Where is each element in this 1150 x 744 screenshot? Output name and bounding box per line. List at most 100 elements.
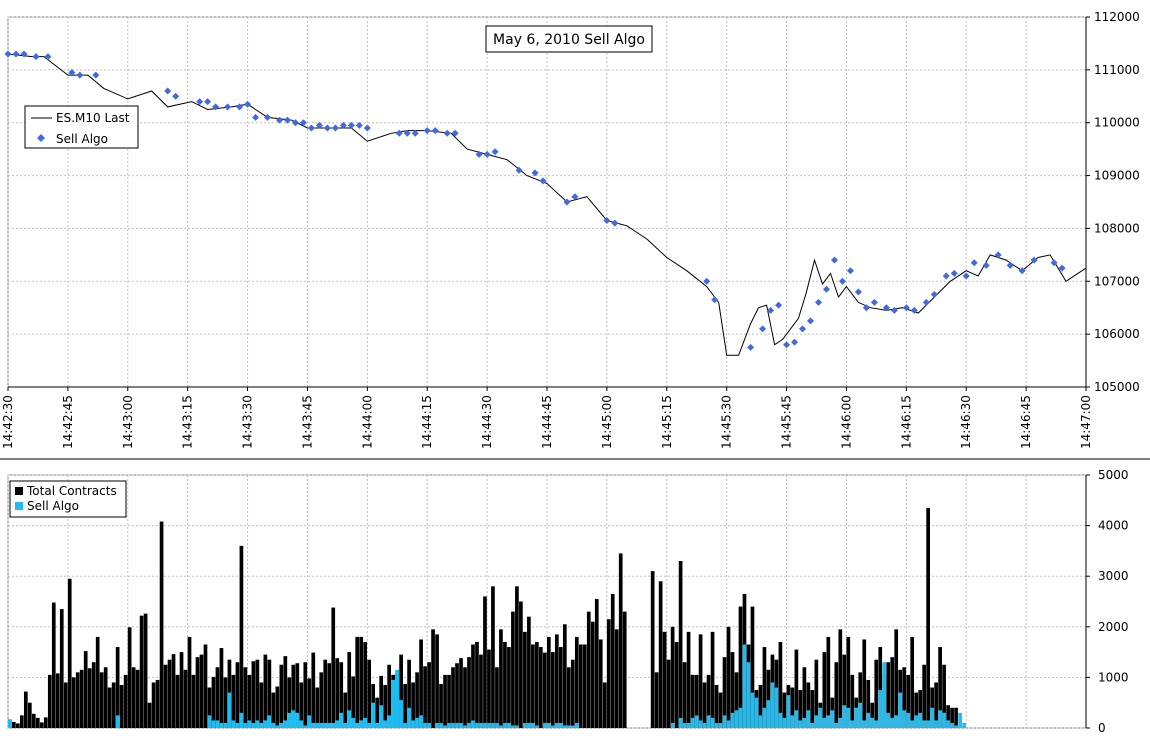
price-x-tick-label: 14:44:45 — [540, 395, 554, 449]
volume-y-tick-label: 3000 — [1098, 569, 1129, 583]
sell-algo-bar — [447, 722, 451, 728]
total-contracts-bar — [594, 598, 599, 728]
total-contracts-bar — [750, 606, 755, 728]
sell-algo-bar — [870, 717, 875, 728]
total-contracts-bar — [451, 667, 455, 728]
total-contracts-bar — [139, 615, 144, 728]
total-contracts-bar — [243, 667, 248, 728]
total-contracts-bar — [694, 674, 699, 728]
total-contracts-bar — [23, 691, 28, 728]
total-contracts-bar — [710, 631, 715, 728]
total-contracts-bar — [918, 690, 922, 728]
sell-algo-marker — [950, 269, 958, 277]
sell-algo-marker — [515, 166, 523, 174]
sell-algo-bar — [515, 725, 519, 728]
total-contracts-bar — [151, 682, 156, 728]
total-contracts-bar — [782, 692, 787, 728]
total-contracts-bar — [99, 672, 104, 728]
sell-algo-bar — [954, 725, 958, 728]
price-x-tick-label: 14:45:30 — [720, 395, 734, 449]
sell-algo-bar — [267, 715, 272, 728]
sell-algo-bar — [371, 702, 376, 728]
sell-algo-marker — [854, 288, 862, 296]
total-contracts-bar — [255, 659, 260, 728]
sell-algo-bar — [423, 722, 427, 728]
total-contracts-bar — [483, 596, 487, 728]
total-contracts-bar — [191, 674, 196, 728]
sell-algo-bar — [814, 715, 819, 728]
total-contracts-bar — [674, 641, 679, 728]
sell-algo-bar — [243, 722, 248, 728]
sell-algo-marker — [323, 124, 331, 132]
total-contracts-bar — [459, 658, 463, 728]
sell-algo-bar — [830, 710, 835, 728]
total-contracts-bar — [850, 674, 855, 728]
total-contracts-bar — [902, 667, 907, 728]
price-y-tick-label: 109000 — [1094, 169, 1140, 183]
total-contracts-bar — [950, 707, 954, 728]
total-contracts-bar — [247, 674, 252, 728]
price-y-axis: 105000 106000 107000 108000 109000 110000 1110… — [1085, 10, 1140, 394]
sell-algo-bar — [950, 722, 954, 728]
price-y-tick-label: 110000 — [1094, 116, 1140, 130]
price-legend: ES.M10 Last Sell Algo — [24, 105, 139, 149]
sell-algo-marker — [196, 98, 204, 106]
total-contracts-bar — [738, 606, 743, 728]
total-contracts-bar — [922, 664, 926, 728]
sell-algo-bar — [115, 715, 120, 728]
sell-algo-bar — [730, 712, 735, 728]
total-contracts-bar — [359, 636, 364, 728]
sell-algo-bar — [878, 690, 883, 728]
sell-algo-marker — [32, 53, 40, 61]
sell-algo-bar — [694, 715, 699, 728]
total-contracts-bar — [730, 652, 735, 728]
sell-algo-marker — [767, 306, 775, 314]
sell-algo-marker — [431, 127, 439, 135]
sell-algo-marker — [747, 343, 755, 351]
total-contracts-bar — [878, 647, 883, 728]
sell-algo-bar — [710, 717, 715, 728]
sell-algo-marker — [307, 124, 315, 132]
sell-algo-bar — [834, 722, 839, 728]
total-contracts-bar — [199, 654, 204, 728]
total-contracts-bar — [275, 686, 280, 728]
total-contracts-bar — [870, 702, 875, 728]
sell-algo-bar — [367, 722, 372, 728]
total-contracts-bar — [239, 545, 244, 728]
total-contracts-bar — [531, 644, 535, 728]
total-contracts-bar — [31, 713, 36, 728]
total-contracts-bar — [447, 674, 451, 728]
sell-algo-bar — [934, 720, 938, 728]
total-contracts-bar — [123, 674, 128, 728]
total-contracts-bar — [43, 717, 48, 728]
total-contracts-bar — [271, 692, 276, 728]
volume-legend-box — [9, 480, 127, 518]
total-contracts-bar — [195, 657, 200, 728]
total-contracts-bar — [203, 644, 208, 728]
sell-algo-bar — [758, 715, 763, 728]
volume-legend-label-total: Total Contracts — [26, 484, 117, 498]
total-contracts-bar — [279, 664, 284, 728]
total-contracts-bar — [511, 611, 515, 728]
total-contracts-bar — [11, 721, 16, 728]
sell-algo-marker — [44, 53, 52, 61]
total-contracts-bar — [726, 626, 731, 728]
sell-algo-marker — [4, 50, 12, 58]
price-y-tick-label: 105000 — [1094, 380, 1140, 394]
sell-algo-marker — [12, 50, 20, 58]
sell-algo-bar — [239, 712, 244, 728]
sell-algo-marker — [264, 113, 272, 121]
total-contracts-bar — [487, 649, 491, 728]
total-contracts-bar — [111, 682, 116, 728]
total-contracts-bar — [259, 682, 264, 728]
sell-algo-marker — [1006, 261, 1014, 269]
sell-algo-bar — [822, 717, 827, 728]
sell-algo-bar — [686, 722, 691, 728]
total-contracts-bar — [762, 647, 767, 728]
sell-algo-bar — [303, 725, 308, 728]
sell-algo-bar — [902, 710, 907, 728]
total-contracts-bar — [938, 647, 942, 728]
volume-y-axis: 0 1000 2000 3000 4000 5000 — [1085, 468, 1129, 735]
sell-algo-bar — [850, 720, 855, 728]
total-contracts-bar — [914, 692, 919, 728]
